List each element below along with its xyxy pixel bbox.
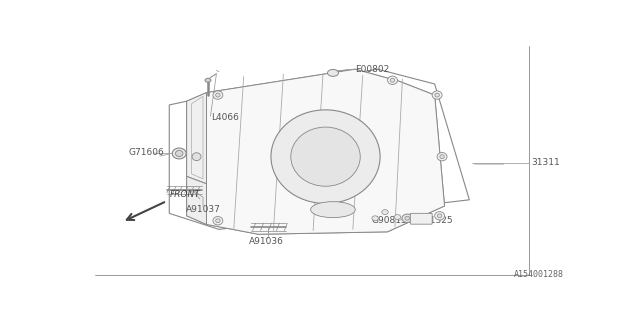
Polygon shape (207, 69, 445, 234)
Ellipse shape (213, 217, 223, 225)
Ellipse shape (372, 216, 378, 221)
Ellipse shape (402, 214, 413, 222)
Ellipse shape (216, 219, 220, 223)
Polygon shape (187, 92, 207, 184)
Text: L4066: L4066 (211, 113, 239, 122)
Ellipse shape (432, 91, 442, 99)
Polygon shape (187, 176, 207, 224)
Text: E00802: E00802 (355, 65, 390, 74)
Ellipse shape (394, 215, 401, 220)
Text: G90815: G90815 (372, 216, 408, 225)
Ellipse shape (216, 93, 220, 97)
Ellipse shape (437, 214, 442, 218)
Ellipse shape (213, 91, 223, 99)
Text: A154001288: A154001288 (513, 270, 564, 279)
Text: 31325: 31325 (425, 216, 453, 225)
Ellipse shape (405, 216, 410, 220)
Ellipse shape (328, 69, 339, 76)
Text: 31311: 31311 (531, 158, 560, 167)
Ellipse shape (175, 150, 183, 156)
Ellipse shape (192, 153, 201, 161)
Ellipse shape (291, 127, 360, 186)
Text: A91036: A91036 (249, 237, 284, 246)
Ellipse shape (388, 76, 397, 84)
Ellipse shape (390, 78, 395, 82)
Text: G71606: G71606 (128, 148, 164, 157)
Ellipse shape (440, 155, 444, 159)
Ellipse shape (435, 93, 439, 97)
Ellipse shape (271, 110, 380, 204)
Ellipse shape (310, 202, 355, 218)
Text: FRONT: FRONT (169, 189, 200, 198)
Ellipse shape (382, 210, 388, 215)
Ellipse shape (172, 148, 186, 159)
Ellipse shape (437, 153, 447, 161)
Text: A91037: A91037 (186, 205, 221, 214)
FancyBboxPatch shape (410, 213, 432, 224)
Ellipse shape (435, 212, 445, 220)
Ellipse shape (205, 78, 211, 82)
